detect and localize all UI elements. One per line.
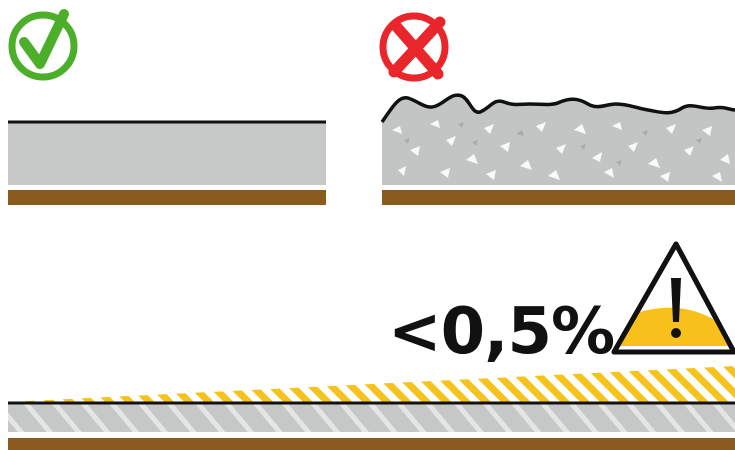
slope-wedge (8, 366, 735, 402)
sloped-floor-sample (8, 366, 735, 450)
cross-circle-icon (379, 12, 449, 82)
substrate-layer-left (8, 190, 326, 205)
rough-floor-sample (380, 93, 735, 205)
substrate-layer-bottom (8, 438, 735, 450)
warning-triangle-icon (611, 241, 735, 355)
substrate-layer-right (382, 190, 735, 205)
slope-limit-label: <0,5% (388, 295, 615, 369)
smooth-floor-sample (8, 120, 326, 205)
check-circle-icon (8, 9, 78, 81)
